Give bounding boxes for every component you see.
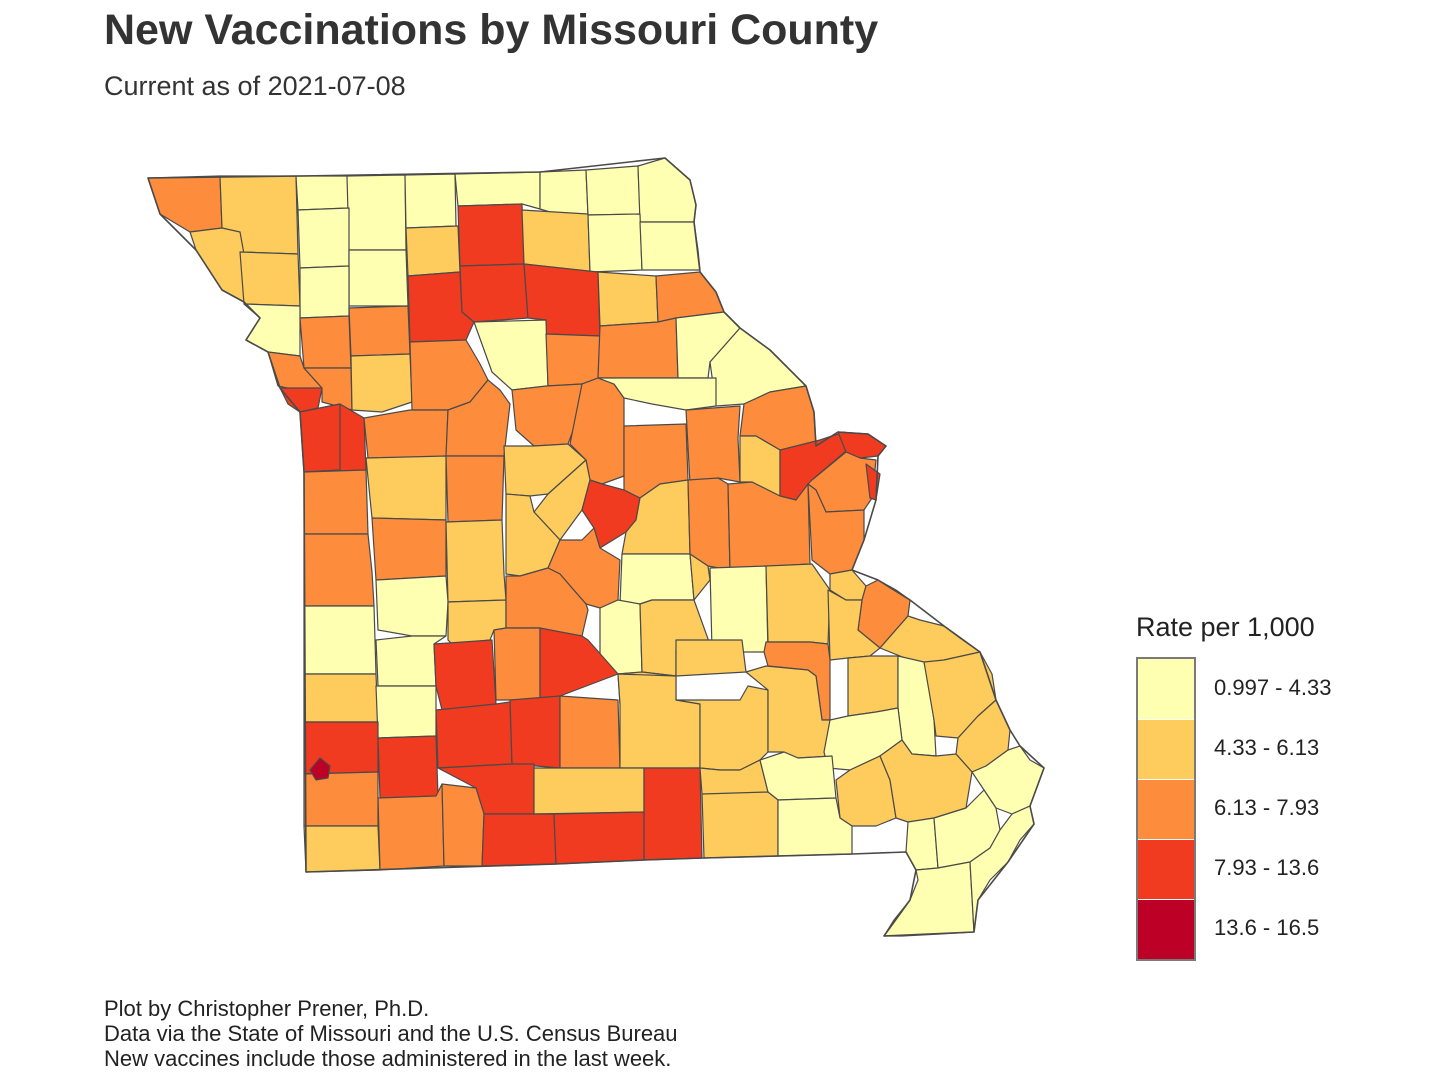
state-outline (147, 157, 1045, 937)
county (303, 605, 377, 675)
legend-label: 0.997 - 4.33 (1214, 675, 1332, 700)
county (685, 405, 741, 485)
county (303, 469, 369, 535)
county (883, 861, 975, 937)
county (365, 455, 447, 521)
legend-item: 7.93 - 13.6 (1138, 839, 1319, 899)
county (545, 333, 601, 387)
county (299, 265, 350, 319)
caption-line-note: New vaccines include those administered … (104, 1046, 672, 1071)
legend-swatch (1138, 719, 1194, 779)
county (597, 377, 717, 411)
county (765, 563, 831, 645)
county (350, 353, 413, 413)
county (597, 271, 659, 327)
county (597, 317, 679, 379)
county (239, 251, 301, 307)
county (147, 175, 223, 233)
county (371, 517, 447, 581)
county (363, 409, 449, 459)
map-subtitle: Current as of 2021-07-08 (104, 71, 406, 101)
county (348, 249, 409, 307)
county (303, 533, 375, 607)
legend-item: 4.33 - 6.13 (1138, 719, 1319, 779)
county (533, 767, 645, 815)
county (521, 209, 591, 273)
county (297, 207, 350, 269)
legend: Rate per 1,000 0.997 - 4.33 4.33 - 6.13 … (1136, 612, 1376, 961)
legend-swatch (1138, 899, 1194, 959)
county (435, 701, 513, 769)
county (559, 695, 621, 769)
county (295, 175, 350, 211)
legend-label: 6.13 - 7.93 (1214, 795, 1320, 820)
county (303, 771, 379, 827)
county (375, 575, 449, 637)
county (585, 165, 641, 216)
county (377, 735, 439, 799)
county (643, 767, 703, 861)
county (675, 639, 747, 677)
county (701, 791, 779, 859)
county (587, 213, 643, 273)
county (441, 783, 485, 867)
legend-box: 0.997 - 4.33 4.33 - 6.13 6.13 - 7.93 7.9… (1136, 657, 1331, 961)
map-title: New Vaccinations by Missouri County (104, 6, 879, 54)
county (445, 455, 505, 523)
county (346, 174, 407, 251)
legend-label: 7.93 - 13.6 (1214, 855, 1320, 880)
county (847, 655, 899, 717)
county (553, 811, 645, 865)
county (481, 813, 557, 867)
county (299, 403, 341, 473)
legend-label: 13.6 - 16.5 (1214, 915, 1320, 940)
legend-item: 0.997 - 4.33 (1138, 659, 1331, 719)
county (493, 627, 541, 701)
county (348, 305, 411, 357)
county (509, 695, 561, 769)
legend-swatch (1138, 659, 1194, 719)
county (639, 221, 701, 271)
legend-swatch (1138, 779, 1194, 839)
caption-line-source: Data via the State of Missouri and the U… (104, 1021, 678, 1046)
county (617, 673, 701, 769)
county (405, 225, 461, 277)
county-polygons (147, 157, 1045, 937)
county (189, 227, 245, 303)
county (457, 203, 525, 267)
county (375, 685, 437, 739)
legend-label: 4.33 - 6.13 (1214, 735, 1320, 760)
county (404, 173, 457, 229)
county (879, 739, 973, 823)
county (445, 519, 507, 603)
county (433, 639, 497, 711)
county (299, 315, 352, 369)
legend-item: 13.6 - 16.5 (1138, 899, 1319, 959)
county (303, 825, 381, 873)
county (539, 169, 589, 216)
county (303, 673, 379, 723)
county (459, 263, 529, 323)
legend-title: Rate per 1,000 (1136, 612, 1315, 642)
county (454, 171, 541, 210)
caption-line-author: Plot by Christopher Prener, Ph.D. (104, 996, 430, 1021)
county (759, 751, 837, 801)
county (619, 553, 695, 605)
county (709, 565, 769, 653)
caption: Plot by Christopher Prener, Ph.D. Data v… (104, 996, 678, 1071)
legend-item: 6.13 - 7.93 (1138, 779, 1319, 839)
county (637, 157, 697, 223)
county-highest-rate (309, 757, 331, 781)
legend-swatch (1138, 839, 1194, 899)
